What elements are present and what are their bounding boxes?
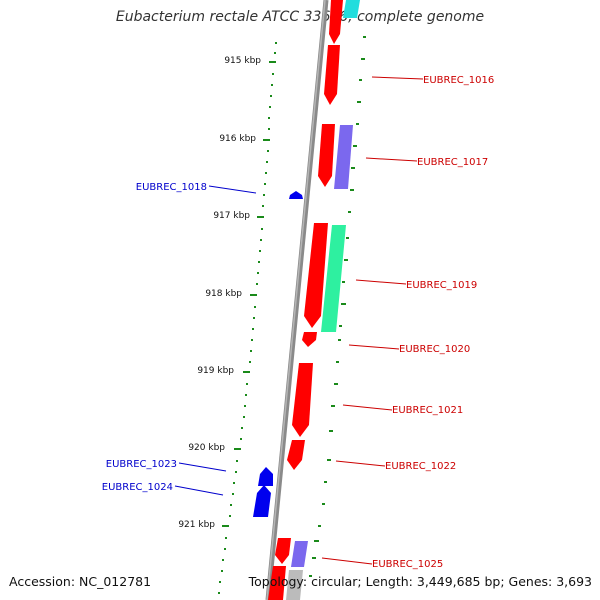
outer-dotted-ruler: [309, 36, 366, 577]
gene-arrow-eubrec-1021[interactable]: [292, 363, 313, 437]
gene-label-eubrec-1020[interactable]: EUBREC_1020: [399, 344, 470, 355]
reverse-genes: [253, 191, 303, 517]
cds-1025-purple[interactable]: [291, 541, 308, 567]
ruler-label: 915 kbp: [224, 56, 261, 66]
genome-backbone-highlight: [266, 0, 326, 600]
cds-bottom-grey[interactable]: [286, 570, 303, 600]
genome-backbone: [265, 0, 329, 600]
gene-label-eubrec-1019[interactable]: EUBREC_1019: [406, 280, 477, 291]
gene-arrow-eubrec-1026[interactable]: [268, 566, 286, 600]
ruler-label: 916 kbp: [219, 134, 256, 144]
gene-arrow-eubrec-1018[interactable]: [289, 191, 303, 199]
gene-label-eubrec-1023[interactable]: EUBREC_1023: [106, 459, 177, 470]
gene-arrow-eubrec-1017[interactable]: [318, 124, 335, 187]
gene-arrow-eubrec-1015[interactable]: [329, 0, 343, 44]
ruler-label: 919 kbp: [197, 366, 234, 376]
gene-arrow-eubrec-1016[interactable]: [324, 45, 340, 105]
ruler-label: 917 kbp: [213, 211, 250, 221]
gene-label-eubrec-1016[interactable]: EUBREC_1016: [423, 75, 494, 86]
gene-leader-lines: [174, 76, 424, 565]
accession-text: Accession: NC_012781: [9, 574, 152, 589]
gene-arrow-eubrec-1022[interactable]: [287, 440, 305, 470]
gene-label-eubrec-1022[interactable]: EUBREC_1022: [385, 461, 456, 472]
genome-summary-text: Topology: circular; Length: 3,449,685 bp…: [248, 574, 592, 589]
ruler-label: 921 kbp: [178, 520, 215, 530]
cds-1019-green[interactable]: [321, 225, 346, 332]
gene-arrow-eubrec-1019[interactable]: [304, 223, 328, 328]
inner-dotted-ruler: [218, 42, 277, 594]
ruler-label: 918 kbp: [205, 289, 242, 299]
cds-top-cyan[interactable]: [343, 0, 360, 18]
forward-genes: [268, 0, 343, 600]
ruler-label: 920 kbp: [188, 443, 225, 453]
ruler-major-ticks: [222, 61, 276, 527]
gene-label-eubrec-1025[interactable]: EUBREC_1025: [372, 559, 443, 570]
cds-1017-purple[interactable]: [334, 125, 353, 189]
gene-label-eubrec-1017[interactable]: EUBREC_1017: [417, 157, 488, 168]
gene-arrow-eubrec-1023[interactable]: [258, 467, 273, 486]
cds-features: [286, 0, 360, 600]
gene-label-eubrec-1018[interactable]: EUBREC_1018: [136, 182, 207, 193]
gene-arrow-eubrec-1020[interactable]: [302, 332, 317, 347]
gene-label-eubrec-1024[interactable]: EUBREC_1024: [102, 482, 173, 493]
map-title: Eubacterium rectale ATCC 33656, complete…: [115, 9, 485, 25]
gene-arrow-eubrec-1025[interactable]: [275, 538, 291, 564]
gene-label-eubrec-1021[interactable]: EUBREC_1021: [392, 405, 463, 416]
gene-arrow-eubrec-1024[interactable]: [253, 485, 271, 517]
